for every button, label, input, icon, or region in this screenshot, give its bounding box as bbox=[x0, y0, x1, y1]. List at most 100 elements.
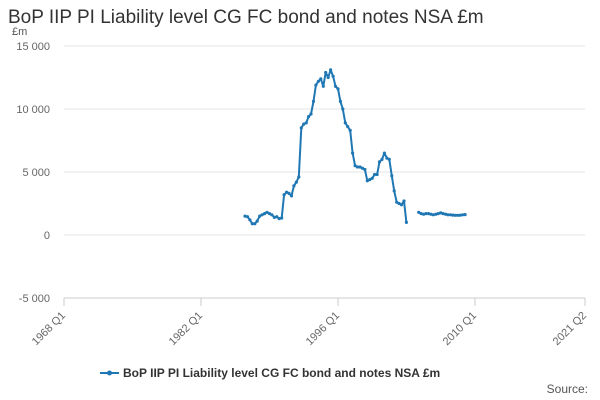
data-point[interactable] bbox=[319, 77, 323, 81]
data-point[interactable] bbox=[280, 216, 284, 220]
data-point[interactable] bbox=[333, 84, 338, 88]
x-axis-tick-labels: 1968 Q1 1982 Q1 1996 Q1 2010 Q1 2021 Q2 bbox=[30, 310, 589, 348]
data-point[interactable] bbox=[287, 191, 291, 195]
y-axis-unit-label: £m bbox=[12, 26, 28, 38]
legend[interactable]: BoP IIP PI Liability level CG FC bond an… bbox=[100, 366, 440, 380]
data-point[interactable] bbox=[248, 218, 252, 222]
data-point[interactable] bbox=[294, 180, 298, 184]
data-point[interactable] bbox=[436, 212, 440, 216]
data-point[interactable] bbox=[348, 128, 352, 132]
data-point[interactable] bbox=[368, 178, 372, 182]
data-point[interactable] bbox=[253, 222, 257, 226]
data-point[interactable] bbox=[448, 213, 453, 217]
data-point[interactable] bbox=[463, 213, 467, 217]
data-point[interactable] bbox=[417, 210, 421, 214]
data-point[interactable] bbox=[321, 84, 325, 88]
series-line[interactable] bbox=[243, 68, 467, 226]
data-point[interactable] bbox=[446, 213, 450, 217]
data-point[interactable] bbox=[299, 126, 303, 130]
data-point[interactable] bbox=[451, 213, 455, 217]
data-point[interactable] bbox=[309, 112, 313, 116]
data-point[interactable] bbox=[263, 212, 267, 216]
data-point[interactable] bbox=[285, 190, 289, 194]
data-point[interactable] bbox=[426, 212, 431, 216]
x-tick-label: 1996 Q1 bbox=[304, 310, 342, 348]
data-point[interactable] bbox=[387, 157, 391, 161]
data-point[interactable] bbox=[439, 211, 443, 215]
data-point[interactable] bbox=[422, 212, 426, 216]
y-tick-label: 10 000 bbox=[16, 104, 50, 116]
data-point[interactable] bbox=[265, 210, 269, 214]
data-point[interactable] bbox=[360, 166, 364, 170]
data-point[interactable] bbox=[260, 213, 264, 217]
data-point[interactable] bbox=[270, 213, 274, 217]
data-point[interactable] bbox=[245, 215, 250, 219]
x-tick-label: 2010 Q1 bbox=[441, 310, 479, 348]
data-point[interactable] bbox=[304, 121, 308, 125]
data-point[interactable] bbox=[250, 222, 254, 226]
data-point[interactable] bbox=[316, 79, 320, 83]
data-point[interactable] bbox=[358, 165, 362, 169]
chart-title: BoP IIP PI Liability level CG FC bond an… bbox=[8, 7, 484, 28]
data-point[interactable] bbox=[302, 122, 306, 126]
y-tick-label: 5 000 bbox=[22, 167, 50, 179]
data-point[interactable] bbox=[373, 172, 377, 177]
data-point[interactable] bbox=[346, 125, 350, 129]
data-point[interactable] bbox=[363, 167, 367, 172]
data-point[interactable] bbox=[324, 70, 328, 75]
data-point[interactable] bbox=[429, 212, 433, 216]
data-point[interactable] bbox=[434, 212, 438, 216]
data-point[interactable] bbox=[419, 212, 423, 216]
data-point[interactable] bbox=[365, 179, 369, 183]
data-point[interactable] bbox=[292, 184, 296, 188]
data-point[interactable] bbox=[353, 164, 357, 168]
source-label: Source: bbox=[546, 382, 588, 396]
data-point[interactable] bbox=[277, 217, 281, 221]
data-point[interactable] bbox=[456, 213, 460, 217]
data-point[interactable] bbox=[351, 151, 355, 155]
data-point[interactable] bbox=[338, 99, 342, 103]
data-point[interactable] bbox=[453, 213, 457, 217]
data-point[interactable] bbox=[404, 220, 408, 224]
data-point[interactable] bbox=[397, 201, 401, 206]
data-point[interactable] bbox=[441, 212, 445, 216]
data-point[interactable] bbox=[275, 215, 279, 219]
data-point[interactable] bbox=[326, 75, 330, 80]
data-point[interactable] bbox=[314, 83, 318, 87]
data-point[interactable] bbox=[382, 151, 386, 155]
data-point[interactable] bbox=[329, 68, 333, 72]
data-point[interactable] bbox=[336, 87, 340, 91]
data-point[interactable] bbox=[375, 172, 379, 177]
data-point[interactable] bbox=[431, 213, 435, 217]
data-point[interactable] bbox=[458, 213, 462, 217]
x-axis bbox=[63, 297, 586, 306]
data-point[interactable] bbox=[461, 213, 465, 217]
data-point[interactable] bbox=[311, 99, 316, 103]
data-point[interactable] bbox=[289, 194, 294, 198]
data-point[interactable] bbox=[355, 165, 360, 169]
series-line-path[interactable] bbox=[244, 68, 408, 225]
data-point[interactable] bbox=[341, 107, 345, 111]
data-point[interactable] bbox=[444, 212, 448, 216]
data-point[interactable] bbox=[297, 175, 301, 179]
data-point[interactable] bbox=[343, 121, 347, 125]
data-point[interactable] bbox=[258, 214, 262, 218]
data-point[interactable] bbox=[331, 74, 335, 78]
data-point[interactable] bbox=[377, 160, 382, 164]
data-point[interactable] bbox=[392, 189, 396, 193]
data-point[interactable] bbox=[282, 193, 286, 197]
data-point[interactable] bbox=[307, 115, 311, 119]
data-point[interactable] bbox=[267, 212, 272, 216]
data-point[interactable] bbox=[395, 200, 399, 204]
data-point[interactable] bbox=[272, 215, 276, 219]
data-point[interactable] bbox=[402, 199, 406, 203]
data-point[interactable] bbox=[399, 203, 404, 207]
data-point[interactable] bbox=[424, 212, 428, 216]
data-point[interactable] bbox=[370, 176, 374, 180]
data-point[interactable] bbox=[243, 214, 247, 218]
gridlines bbox=[64, 45, 585, 236]
data-point[interactable] bbox=[385, 156, 389, 160]
data-point[interactable] bbox=[255, 219, 259, 223]
data-point[interactable] bbox=[380, 157, 384, 161]
data-point[interactable] bbox=[390, 174, 394, 178]
